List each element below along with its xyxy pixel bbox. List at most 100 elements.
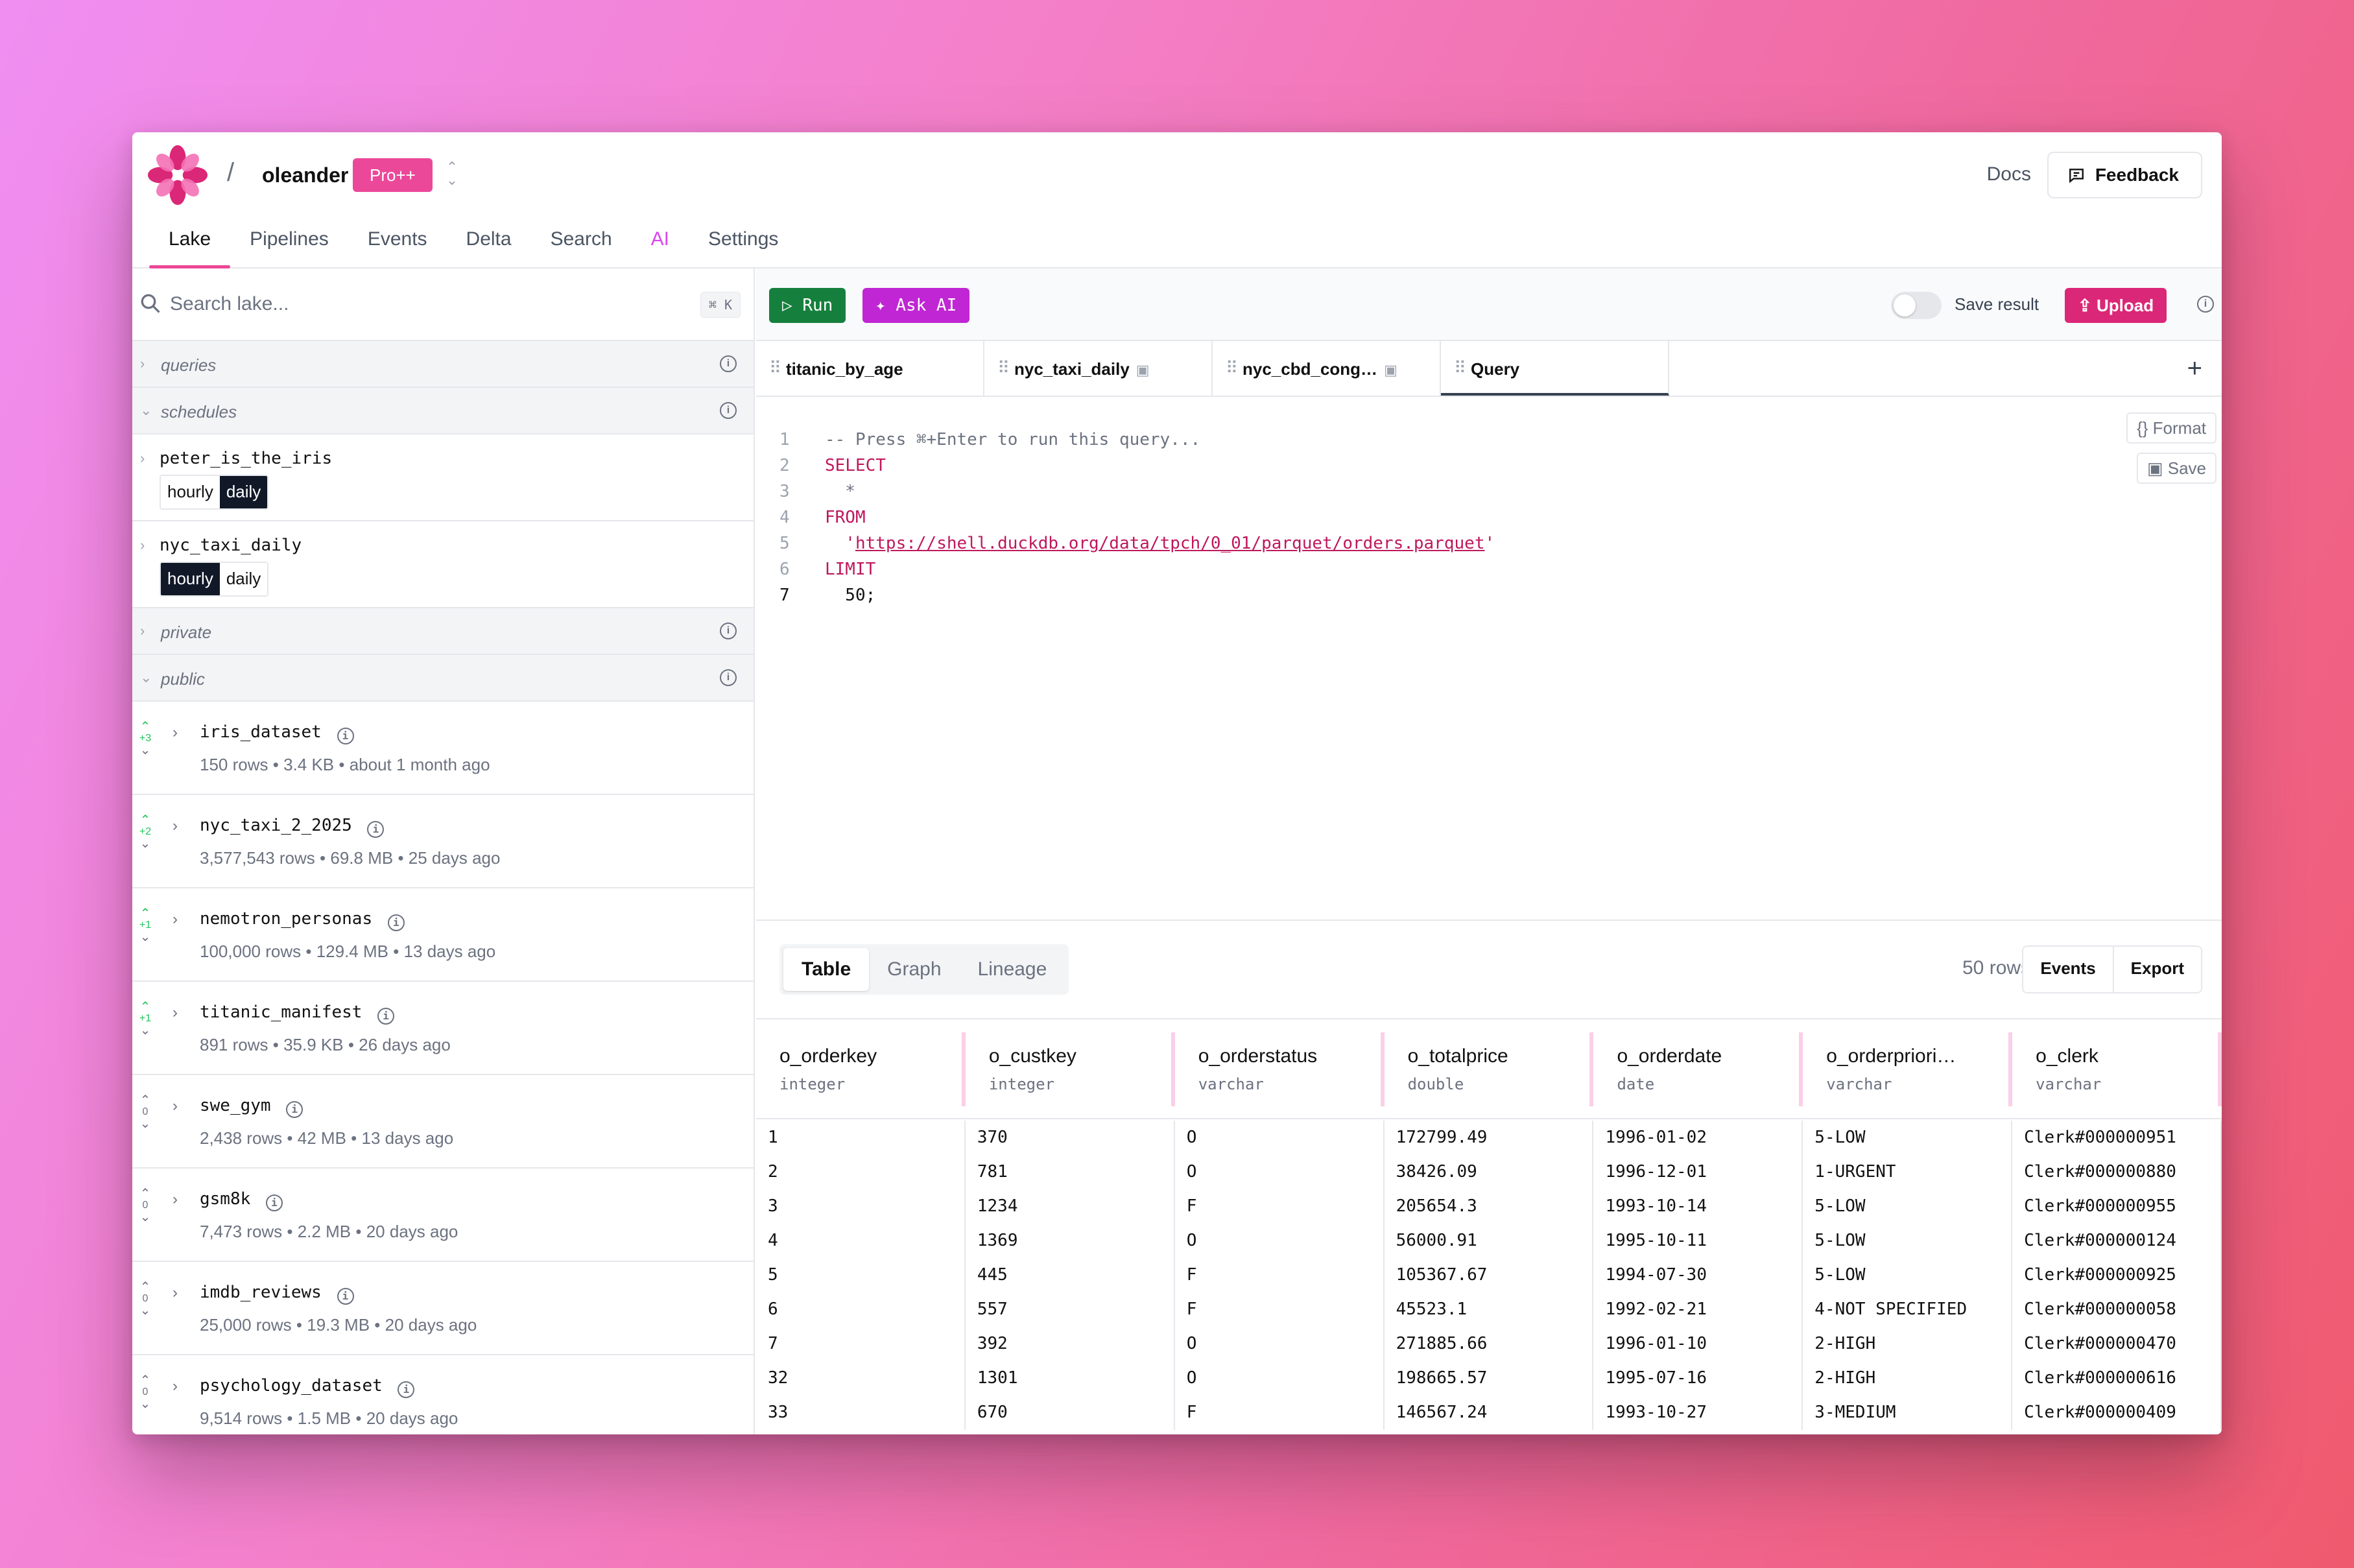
table-cell[interactable]: 5-LOW xyxy=(1803,1189,2013,1224)
drag-handle-icon[interactable]: ⠿ xyxy=(1226,358,1239,377)
info-icon[interactable]: i xyxy=(720,623,737,639)
table-cell[interactable]: 146567.24 xyxy=(1385,1396,1594,1430)
upvote-icon[interactable]: ⌃ xyxy=(139,720,151,734)
table-cell[interactable]: 1234 xyxy=(966,1189,1175,1224)
drag-handle-icon[interactable]: ⠿ xyxy=(1454,358,1467,377)
upvote-icon[interactable]: ⌃ xyxy=(139,1280,151,1294)
table-cell[interactable]: 370 xyxy=(966,1121,1175,1155)
view-graph[interactable]: Graph xyxy=(887,958,942,980)
info-icon[interactable]: i xyxy=(377,1008,395,1025)
table-cell[interactable]: 4 xyxy=(756,1224,966,1258)
downvote-icon[interactable]: ⌄ xyxy=(139,1397,151,1411)
tab-events[interactable]: Events xyxy=(367,228,427,250)
table-cell[interactable]: 5-LOW xyxy=(1803,1121,2013,1155)
dataset-item[interactable]: ⌃ +3 ⌄ › iris_dataset i 150 rows • 3.4 KB • a… xyxy=(132,702,754,795)
upvote-icon[interactable]: ⌃ xyxy=(139,1373,151,1388)
query-tab[interactable]: ⠿ titanic_by_age xyxy=(756,341,984,396)
save-query-button[interactable]: ▣ Save xyxy=(2136,453,2217,484)
table-cell[interactable]: 5-LOW xyxy=(1803,1258,2013,1292)
table-cell[interactable]: 45523.1 xyxy=(1385,1292,1594,1327)
upvote-icon[interactable]: ⌃ xyxy=(139,1000,151,1014)
query-tab-active[interactable]: ⠿ Query xyxy=(1441,341,1669,396)
chevron-right-icon[interactable]: › xyxy=(172,1284,178,1301)
upload-button[interactable]: ⇪ Upload xyxy=(2065,288,2167,323)
info-icon[interactable]: i xyxy=(398,1381,415,1398)
dataset-item[interactable]: ⌃ 0 ⌄ › imdb_reviews i 25,000 rows • 19.3 MB … xyxy=(132,1262,754,1355)
org-name[interactable]: oleander xyxy=(262,163,349,187)
view-lineage[interactable]: Lineage xyxy=(977,958,1047,980)
dataset-item[interactable]: ⌃ 0 ⌄ › swe_gym i 2,438 rows • 42 MB • 13 day… xyxy=(132,1075,754,1169)
sql-editor[interactable]: 1 -- Press ⌘+Enter to run this query... 2… xyxy=(756,398,2222,923)
upvote-icon[interactable]: ⌃ xyxy=(139,907,151,921)
column-header[interactable]: o_orderdate date xyxy=(1593,1019,1803,1119)
table-cell[interactable]: 1993-10-14 xyxy=(1593,1189,1803,1224)
table-cell[interactable]: 32 xyxy=(756,1361,966,1396)
info-icon[interactable]: i xyxy=(337,728,354,744)
table-cell[interactable]: 1-URGENT xyxy=(1803,1155,2013,1189)
table-row[interactable]: 2 781 O 38426.09 1996-12-01 1-URGENT Clerk#000… xyxy=(756,1155,2222,1189)
table-cell[interactable]: 38426.09 xyxy=(1385,1155,1594,1189)
table-cell[interactable]: Clerk#000000955 xyxy=(2012,1189,2222,1224)
feedback-button[interactable]: Feedback xyxy=(2047,152,2202,198)
table-cell[interactable]: 445 xyxy=(966,1258,1175,1292)
table-cell[interactable]: 198665.57 xyxy=(1385,1361,1594,1396)
dataset-item[interactable]: ⌃ 0 ⌄ › gsm8k i 7,473 rows • 2.2 MB • 20 days… xyxy=(132,1169,754,1262)
table-cell[interactable]: 1994-07-30 xyxy=(1593,1258,1803,1292)
table-cell[interactable]: 1369 xyxy=(966,1224,1175,1258)
table-row[interactable]: 3 1234 F 205654.3 1993-10-14 5-LOW Clerk#00000… xyxy=(756,1189,2222,1224)
table-cell[interactable]: 1995-07-16 xyxy=(1593,1361,1803,1396)
table-cell[interactable]: F xyxy=(1175,1258,1385,1292)
dataset-item[interactable]: ⌃ +1 ⌄ › nemotron_personas i 100,000 rows • 1… xyxy=(132,888,754,982)
table-cell[interactable]: Clerk#000000124 xyxy=(2012,1224,2222,1258)
downvote-icon[interactable]: ⌄ xyxy=(139,1023,151,1038)
column-header[interactable]: o_custkey integer xyxy=(966,1019,1175,1119)
dataset-item[interactable]: ⌃ +1 ⌄ › titanic_manifest i 891 rows • 35.9 K… xyxy=(132,982,754,1075)
info-icon[interactable]: i xyxy=(720,355,737,372)
column-header[interactable]: o_orderstatus varchar xyxy=(1175,1019,1385,1119)
info-icon[interactable]: i xyxy=(265,1194,283,1211)
table-cell[interactable]: Clerk#000000409 xyxy=(2012,1396,2222,1430)
info-icon[interactable]: i xyxy=(720,402,737,419)
dataset-item[interactable]: ⌃ 0 ⌄ › psychology_dataset i 9,514 rows • 1.5… xyxy=(132,1355,754,1434)
query-tab[interactable]: ⠿ nyc_cbd_cong… ▣ xyxy=(1213,341,1441,396)
table-cell[interactable]: 557 xyxy=(966,1292,1175,1327)
table-cell[interactable]: 1995-10-11 xyxy=(1593,1224,1803,1258)
upvote-icon[interactable]: ⌃ xyxy=(139,813,151,827)
run-button[interactable]: ▷ Run xyxy=(769,288,846,323)
table-cell[interactable]: 172799.49 xyxy=(1385,1121,1594,1155)
schedule-item[interactable]: › peter_is_the_iris hourly daily xyxy=(132,434,754,521)
new-tab-plus-icon[interactable]: + xyxy=(2187,354,2202,383)
info-icon[interactable]: i xyxy=(367,821,385,838)
table-cell[interactable]: 33 xyxy=(756,1396,966,1430)
table-row[interactable]: 33 670 F 146567.24 1993-10-27 3-MEDIUM Clerk#0… xyxy=(756,1396,2222,1430)
chevron-right-icon[interactable]: › xyxy=(172,1191,178,1208)
format-button[interactable]: {} Format xyxy=(2126,412,2217,444)
table-cell[interactable]: O xyxy=(1175,1224,1385,1258)
frequency-hourly[interactable]: hourly xyxy=(161,476,220,508)
section-public[interactable]: ⌄ public i xyxy=(132,655,754,702)
chevron-right-icon[interactable]: › xyxy=(172,1097,178,1115)
tab-pipelines[interactable]: Pipelines xyxy=(250,228,329,250)
info-icon[interactable]: i xyxy=(337,1288,354,1305)
downvote-icon[interactable]: ⌄ xyxy=(139,1117,151,1131)
docs-link[interactable]: Docs xyxy=(1986,163,2031,185)
dataset-item[interactable]: ⌃ +2 ⌄ › nyc_taxi_2_2025 i 3,577,543 rows • 6… xyxy=(132,795,754,888)
info-icon[interactable]: i xyxy=(720,669,737,686)
downvote-icon[interactable]: ⌄ xyxy=(139,930,151,944)
code-url[interactable]: https://shell.duckdb.org/data/tpch/0_01/… xyxy=(855,534,1485,553)
upvote-icon[interactable]: ⌃ xyxy=(139,1187,151,1201)
oleander-logo-icon[interactable] xyxy=(147,144,209,206)
section-private[interactable]: › private i xyxy=(132,608,754,655)
chevron-right-icon[interactable]: › xyxy=(172,724,178,741)
table-cell[interactable]: Clerk#000000925 xyxy=(2012,1258,2222,1292)
table-cell[interactable]: 2-HIGH xyxy=(1803,1327,2013,1361)
table-cell[interactable]: O xyxy=(1175,1361,1385,1396)
table-cell[interactable]: 205654.3 xyxy=(1385,1189,1594,1224)
table-cell[interactable]: 56000.91 xyxy=(1385,1224,1594,1258)
frequency-daily[interactable]: daily xyxy=(219,563,268,595)
table-cell[interactable]: 105367.67 xyxy=(1385,1258,1594,1292)
search-input[interactable]: Search lake... xyxy=(170,293,289,315)
export-button[interactable]: Export xyxy=(2112,947,2201,992)
chevron-right-icon[interactable]: › xyxy=(172,817,178,835)
drag-handle-icon[interactable]: ⠿ xyxy=(997,358,1010,377)
